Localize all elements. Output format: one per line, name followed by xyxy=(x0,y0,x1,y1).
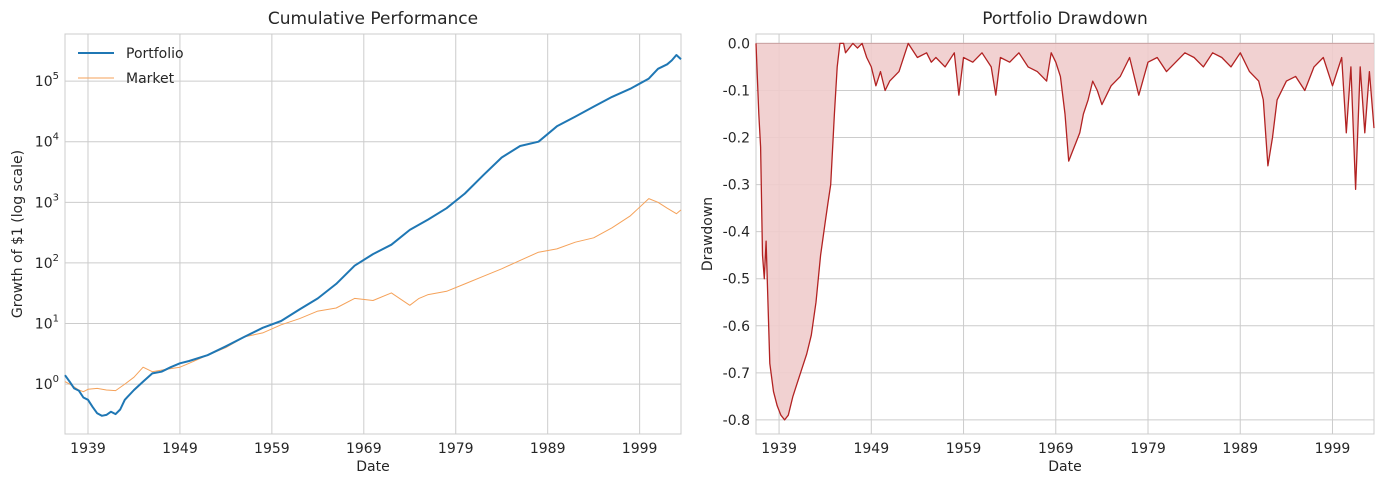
left-chart-title: Cumulative Performance xyxy=(268,9,478,29)
right-x-tick-label: 1979 xyxy=(1130,441,1166,457)
left-series-group xyxy=(64,54,682,417)
right-x-ticks: 1939 1949 1959 1969 1979 1989 1999 xyxy=(761,441,1350,457)
left-x-axis-label: Date xyxy=(356,459,389,475)
left-x-tick-label: 1999 xyxy=(622,441,658,457)
right-x-tick-label: 1949 xyxy=(853,441,889,457)
drawdown-area xyxy=(756,43,1374,420)
right-x-tick-label: 1989 xyxy=(1222,441,1258,457)
left-y-axis-label: Growth of $1 (log scale) xyxy=(10,150,26,318)
right-y-tick-label: -0.8 xyxy=(723,413,750,429)
left-x-tick-label: 1939 xyxy=(70,441,106,457)
right-x-tick-label: 1999 xyxy=(1315,441,1351,457)
left-x-ticks: 1939 1949 1959 1969 1979 1989 1999 xyxy=(70,441,657,457)
right-y-axis-label: Drawdown xyxy=(700,197,716,271)
right-x-tick-label: 1939 xyxy=(761,441,797,457)
right-y-tick-label: -0.3 xyxy=(723,178,750,194)
legend-market-label: Market xyxy=(126,71,175,87)
left-y-tick-label: 102 xyxy=(35,253,59,272)
portfolio-line xyxy=(64,54,682,417)
left-x-tick-label: 1979 xyxy=(438,441,474,457)
left-grid xyxy=(65,34,681,434)
left-legend: Portfolio Market xyxy=(78,46,184,87)
left-y-tick-label: 105 xyxy=(35,71,59,90)
right-y-tick-label: 0.0 xyxy=(728,36,750,52)
right-y-tick-label: -0.2 xyxy=(723,131,750,147)
left-x-tick-label: 1969 xyxy=(346,441,382,457)
left-y-tick-label: 100 xyxy=(35,374,59,393)
left-y-tick-label: 103 xyxy=(35,192,59,211)
right-x-tick-label: 1969 xyxy=(1038,441,1074,457)
left-x-tick-label: 1989 xyxy=(530,441,566,457)
right-plot-frame xyxy=(755,33,1375,435)
right-y-tick-label: -0.7 xyxy=(723,366,750,382)
left-y-tick-label: 101 xyxy=(35,313,59,332)
left-x-tick-label: 1959 xyxy=(254,441,290,457)
right-y-tick-label: -0.6 xyxy=(723,319,750,335)
left-x-tick-label: 1949 xyxy=(162,441,198,457)
drawdown-line xyxy=(755,42,1375,421)
right-series-group xyxy=(755,42,1375,421)
right-y-tick-label: -0.5 xyxy=(723,272,750,288)
right-x-axis-label: Date xyxy=(1048,459,1081,475)
right-y-ticks: 0.0 -0.1 -0.2 -0.3 -0.4 -0.5 -0.6 -0.7 -0.8 xyxy=(723,36,750,428)
right-chart-title: Portfolio Drawdown xyxy=(982,9,1148,29)
right-y-tick-label: -0.4 xyxy=(723,225,750,241)
portfolio-drawdown-chart: Portfolio Drawdown Date Drawdown 1939 194… xyxy=(700,9,1375,475)
cumulative-performance-chart: Cumulative Performance Date Growth of $1… xyxy=(10,9,682,475)
left-y-ticks: 100 101 102 103 104 105 xyxy=(35,71,59,393)
left-plot-frame xyxy=(64,33,682,435)
right-y-tick-label: -0.1 xyxy=(723,83,750,99)
left-y-tick-label: 104 xyxy=(35,132,59,151)
right-x-tick-label: 1959 xyxy=(946,441,982,457)
legend-portfolio-label: Portfolio xyxy=(126,46,184,62)
market-line xyxy=(64,198,682,393)
